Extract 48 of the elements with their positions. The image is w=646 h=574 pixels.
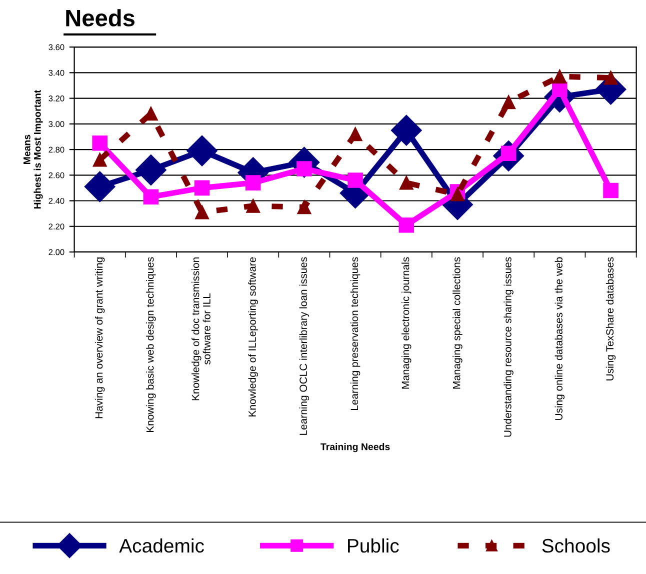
x-axis-title: Training Needs bbox=[320, 443, 390, 452]
x-tick-label: Managing electronic journals bbox=[402, 257, 412, 389]
y-tick-label: 2.40 bbox=[48, 198, 64, 204]
point bbox=[186, 135, 218, 166]
point bbox=[450, 187, 464, 202]
x-tick-label: Using online databases via the web bbox=[554, 257, 565, 420]
point bbox=[92, 152, 107, 167]
y-tick-label: 2.80 bbox=[48, 146, 64, 153]
y-tick-label: 3.40 bbox=[48, 70, 64, 76]
point bbox=[398, 217, 414, 233]
point bbox=[552, 82, 568, 97]
y-tick-label: 3.00 bbox=[48, 121, 64, 128]
x-tick-label: Managing special collections bbox=[452, 257, 462, 389]
y-tick-label: 2.00 bbox=[48, 249, 64, 256]
y-tick-label: 2.60 bbox=[48, 172, 64, 178]
point bbox=[603, 182, 618, 198]
x-tick-label: Learning OCLC interlibrary loan issues bbox=[299, 257, 310, 435]
chart-title: Needs bbox=[66, 9, 134, 26]
point bbox=[399, 176, 414, 190]
legend-label: Academic bbox=[119, 538, 204, 553]
point bbox=[502, 95, 516, 110]
x-tick-label: Knowing basic web design techniques bbox=[146, 257, 156, 432]
point bbox=[297, 200, 312, 214]
x-tick-label: Using TexShare databases bbox=[606, 257, 616, 380]
point bbox=[246, 198, 260, 213]
x-tick-label: Knowledge of doc transmission software for ILL bbox=[192, 258, 210, 400]
y-tick-label: 3.60 bbox=[48, 44, 64, 50]
point bbox=[194, 180, 210, 196]
legend-label: Public bbox=[348, 538, 399, 553]
point bbox=[195, 205, 209, 220]
point bbox=[348, 172, 363, 188]
x-tick-label: Having an overview of grant writing bbox=[94, 258, 105, 418]
point bbox=[390, 114, 422, 146]
point bbox=[552, 70, 567, 84]
y-axis-title: Means Highest is Most Important bbox=[24, 90, 43, 209]
point bbox=[84, 171, 116, 202]
legend-label: Schools bbox=[542, 538, 610, 553]
point bbox=[604, 70, 618, 85]
y-tick-label: 2.20 bbox=[48, 224, 64, 230]
y-tick-label: 3.20 bbox=[48, 96, 64, 102]
x-tick-label: Learning preservation techniques bbox=[350, 257, 360, 410]
x-tick-label: Knowledge of ILLeporting software bbox=[248, 257, 258, 416]
point bbox=[245, 175, 261, 190]
point bbox=[92, 135, 108, 151]
x-tick-label: Understanding resource sharing issues bbox=[504, 257, 514, 437]
point bbox=[143, 189, 159, 205]
point bbox=[136, 154, 166, 186]
point bbox=[348, 127, 362, 142]
